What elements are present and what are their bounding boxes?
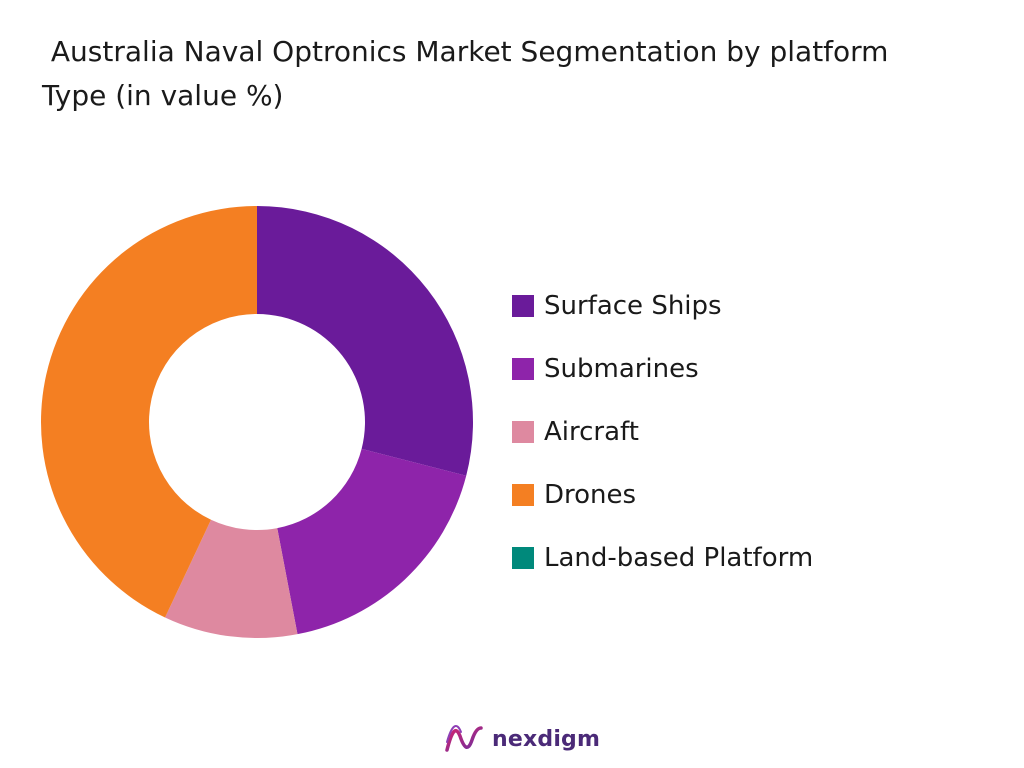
legend-swatch: [512, 294, 534, 317]
slice-surface-ships: [257, 206, 473, 476]
legend-label: Land-based Platform: [544, 542, 814, 573]
chart-legend: Surface Ships Submarines Aircraft Drones Lan…: [512, 274, 813, 589]
chart-title: Australia Naval Optronics Market Segment…: [42, 35, 898, 112]
legend-swatch: [512, 483, 534, 506]
legend-item-land-based-platform: Land-based Platform: [512, 526, 813, 589]
slice-drones: [40, 206, 257, 618]
legend-label: Submarines: [544, 353, 699, 384]
nexdigm-logo-icon: [445, 725, 483, 752]
legend-label: Drones: [544, 479, 637, 510]
legend-swatch: [512, 420, 534, 443]
legend-swatch: [512, 357, 534, 380]
slice-aircraft: [165, 519, 298, 638]
donut-slices: [40, 206, 473, 638]
brand-name: nexdigm: [492, 726, 601, 752]
legend-item-drones: Drones: [512, 463, 813, 526]
legend-label: Surface Ships: [544, 290, 722, 321]
legend-item-submarines: Submarines: [512, 337, 813, 400]
slice-submarines: [277, 448, 467, 635]
legend-item-surface-ships: Surface Ships: [512, 274, 813, 337]
legend-swatch: [512, 546, 534, 569]
legend-item-aircraft: Aircraft: [512, 400, 813, 463]
brand-logo: nexdigm: [444, 722, 600, 756]
legend-label: Aircraft: [544, 416, 639, 447]
